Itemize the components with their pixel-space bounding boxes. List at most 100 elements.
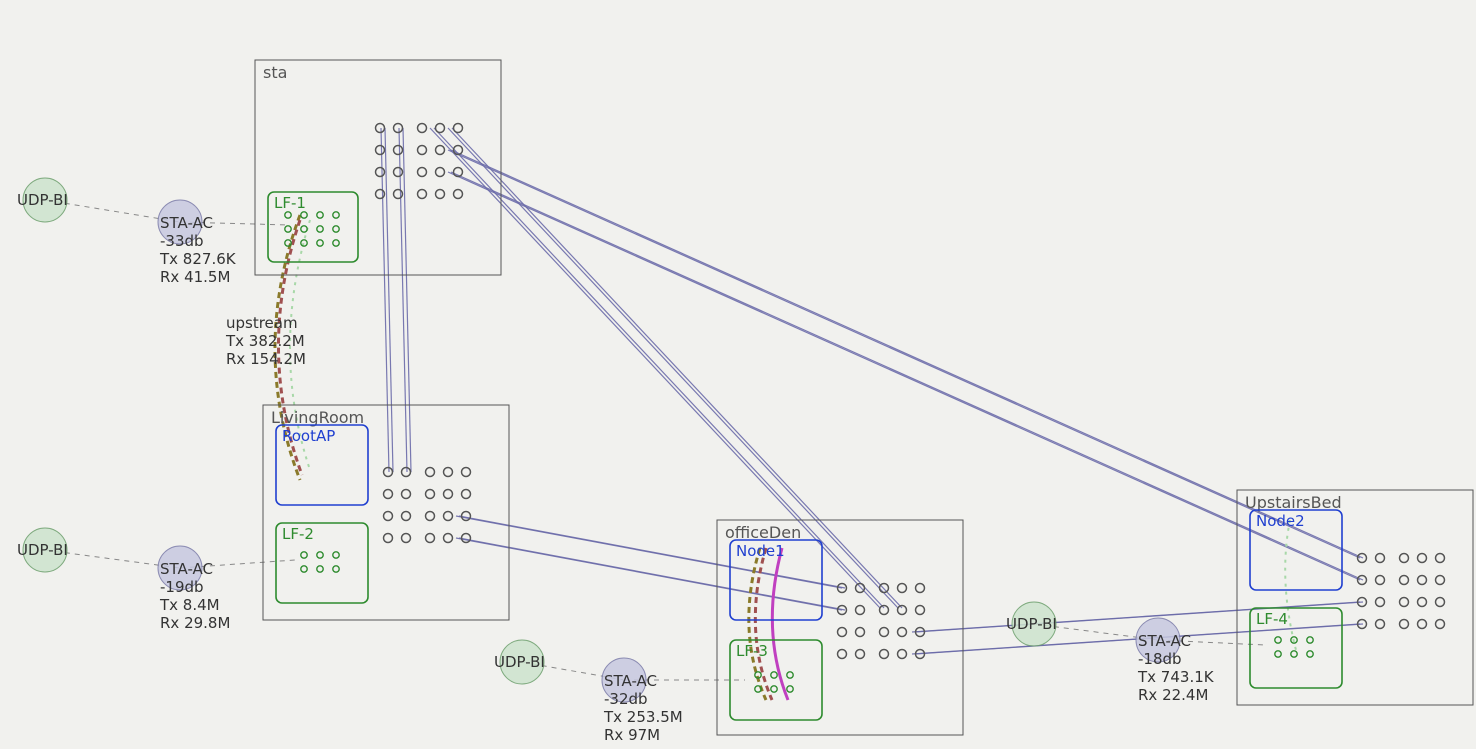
- port-icon[interactable]: [462, 534, 471, 543]
- lf-port-icon[interactable]: [301, 552, 307, 558]
- port-icon[interactable]: [916, 606, 925, 615]
- port-icon[interactable]: [402, 490, 411, 499]
- lf-port-icon[interactable]: [317, 552, 323, 558]
- port-icon[interactable]: [436, 190, 445, 199]
- port-icon[interactable]: [402, 468, 411, 477]
- port-icon[interactable]: [1436, 576, 1445, 585]
- port-icon[interactable]: [436, 168, 445, 177]
- port-icon[interactable]: [1376, 620, 1385, 629]
- port-icon[interactable]: [1418, 620, 1427, 629]
- port-icon[interactable]: [1400, 554, 1409, 563]
- lf-port-icon[interactable]: [333, 552, 339, 558]
- port-icon[interactable]: [1436, 598, 1445, 607]
- port-icon[interactable]: [1376, 576, 1385, 585]
- lf-port-icon[interactable]: [301, 566, 307, 572]
- port-icon[interactable]: [402, 512, 411, 521]
- lf-port-icon[interactable]: [1307, 637, 1313, 643]
- lf-port-icon[interactable]: [285, 240, 291, 246]
- port-icon[interactable]: [1418, 554, 1427, 563]
- port-icon[interactable]: [436, 124, 445, 133]
- port-icon[interactable]: [444, 512, 453, 521]
- lf-port-icon[interactable]: [333, 566, 339, 572]
- lf-port-icon[interactable]: [771, 672, 777, 678]
- port-icon[interactable]: [444, 468, 453, 477]
- port-icon[interactable]: [856, 584, 865, 593]
- port-icon[interactable]: [1436, 554, 1445, 563]
- lf-port-icon[interactable]: [1307, 651, 1313, 657]
- port-icon[interactable]: [462, 512, 471, 521]
- port-icon[interactable]: [880, 650, 889, 659]
- port-icon[interactable]: [394, 190, 403, 199]
- port-icon[interactable]: [462, 468, 471, 477]
- lf-port-icon[interactable]: [333, 212, 339, 218]
- port-icon[interactable]: [402, 534, 411, 543]
- port-icon[interactable]: [454, 124, 463, 133]
- lf-port-icon[interactable]: [1291, 651, 1297, 657]
- port-icon[interactable]: [418, 168, 427, 177]
- port-icon[interactable]: [394, 124, 403, 133]
- port-icon[interactable]: [838, 628, 847, 637]
- lf-port-icon[interactable]: [771, 686, 777, 692]
- port-icon[interactable]: [418, 146, 427, 155]
- port-icon[interactable]: [376, 190, 385, 199]
- port-icon[interactable]: [1400, 576, 1409, 585]
- lf-port-icon[interactable]: [301, 240, 307, 246]
- port-icon[interactable]: [426, 534, 435, 543]
- port-icon[interactable]: [376, 146, 385, 155]
- port-icon[interactable]: [444, 534, 453, 543]
- lf-port-icon[interactable]: [787, 672, 793, 678]
- port-icon[interactable]: [426, 468, 435, 477]
- lf-port-icon[interactable]: [1275, 637, 1281, 643]
- port-icon[interactable]: [394, 146, 403, 155]
- port-icon[interactable]: [1376, 554, 1385, 563]
- port-icon[interactable]: [418, 124, 427, 133]
- port-icon[interactable]: [1400, 620, 1409, 629]
- lf-port-icon[interactable]: [787, 686, 793, 692]
- port-icon[interactable]: [856, 650, 865, 659]
- port-icon[interactable]: [1376, 598, 1385, 607]
- lf-port-icon[interactable]: [317, 226, 323, 232]
- lf-port-icon[interactable]: [285, 226, 291, 232]
- port-icon[interactable]: [444, 490, 453, 499]
- port-icon[interactable]: [418, 190, 427, 199]
- port-icon[interactable]: [384, 534, 393, 543]
- port-icon[interactable]: [376, 124, 385, 133]
- lf-port-icon[interactable]: [317, 240, 323, 246]
- lf-port-icon[interactable]: [317, 566, 323, 572]
- lf-port-icon[interactable]: [301, 212, 307, 218]
- port-icon[interactable]: [384, 490, 393, 499]
- sta-stat-line: Tx 743.1K: [1137, 668, 1215, 686]
- port-icon[interactable]: [426, 512, 435, 521]
- lf-port-icon[interactable]: [301, 226, 307, 232]
- topology-link: [448, 172, 1360, 580]
- port-icon[interactable]: [436, 146, 445, 155]
- port-icon[interactable]: [838, 650, 847, 659]
- port-icon[interactable]: [384, 468, 393, 477]
- lf-label-livingRoom-bot: LF-2: [282, 525, 314, 543]
- lf-port-icon[interactable]: [333, 226, 339, 232]
- port-icon[interactable]: [856, 606, 865, 615]
- port-icon[interactable]: [1418, 598, 1427, 607]
- sta-stat-line: Tx 253.5M: [603, 708, 683, 726]
- port-icon[interactable]: [394, 168, 403, 177]
- port-icon[interactable]: [462, 490, 471, 499]
- port-icon[interactable]: [898, 628, 907, 637]
- port-icon[interactable]: [880, 606, 889, 615]
- port-icon[interactable]: [376, 168, 385, 177]
- port-icon[interactable]: [898, 606, 907, 615]
- port-icon[interactable]: [916, 584, 925, 593]
- lf-port-icon[interactable]: [1275, 651, 1281, 657]
- port-icon[interactable]: [1400, 598, 1409, 607]
- port-icon[interactable]: [454, 190, 463, 199]
- port-icon[interactable]: [384, 512, 393, 521]
- port-icon[interactable]: [898, 584, 907, 593]
- lf-port-icon[interactable]: [317, 212, 323, 218]
- lf-port-icon[interactable]: [285, 212, 291, 218]
- port-icon[interactable]: [1418, 576, 1427, 585]
- port-icon[interactable]: [898, 650, 907, 659]
- lf-port-icon[interactable]: [333, 240, 339, 246]
- port-icon[interactable]: [856, 628, 865, 637]
- port-icon[interactable]: [426, 490, 435, 499]
- port-icon[interactable]: [880, 628, 889, 637]
- port-icon[interactable]: [1436, 620, 1445, 629]
